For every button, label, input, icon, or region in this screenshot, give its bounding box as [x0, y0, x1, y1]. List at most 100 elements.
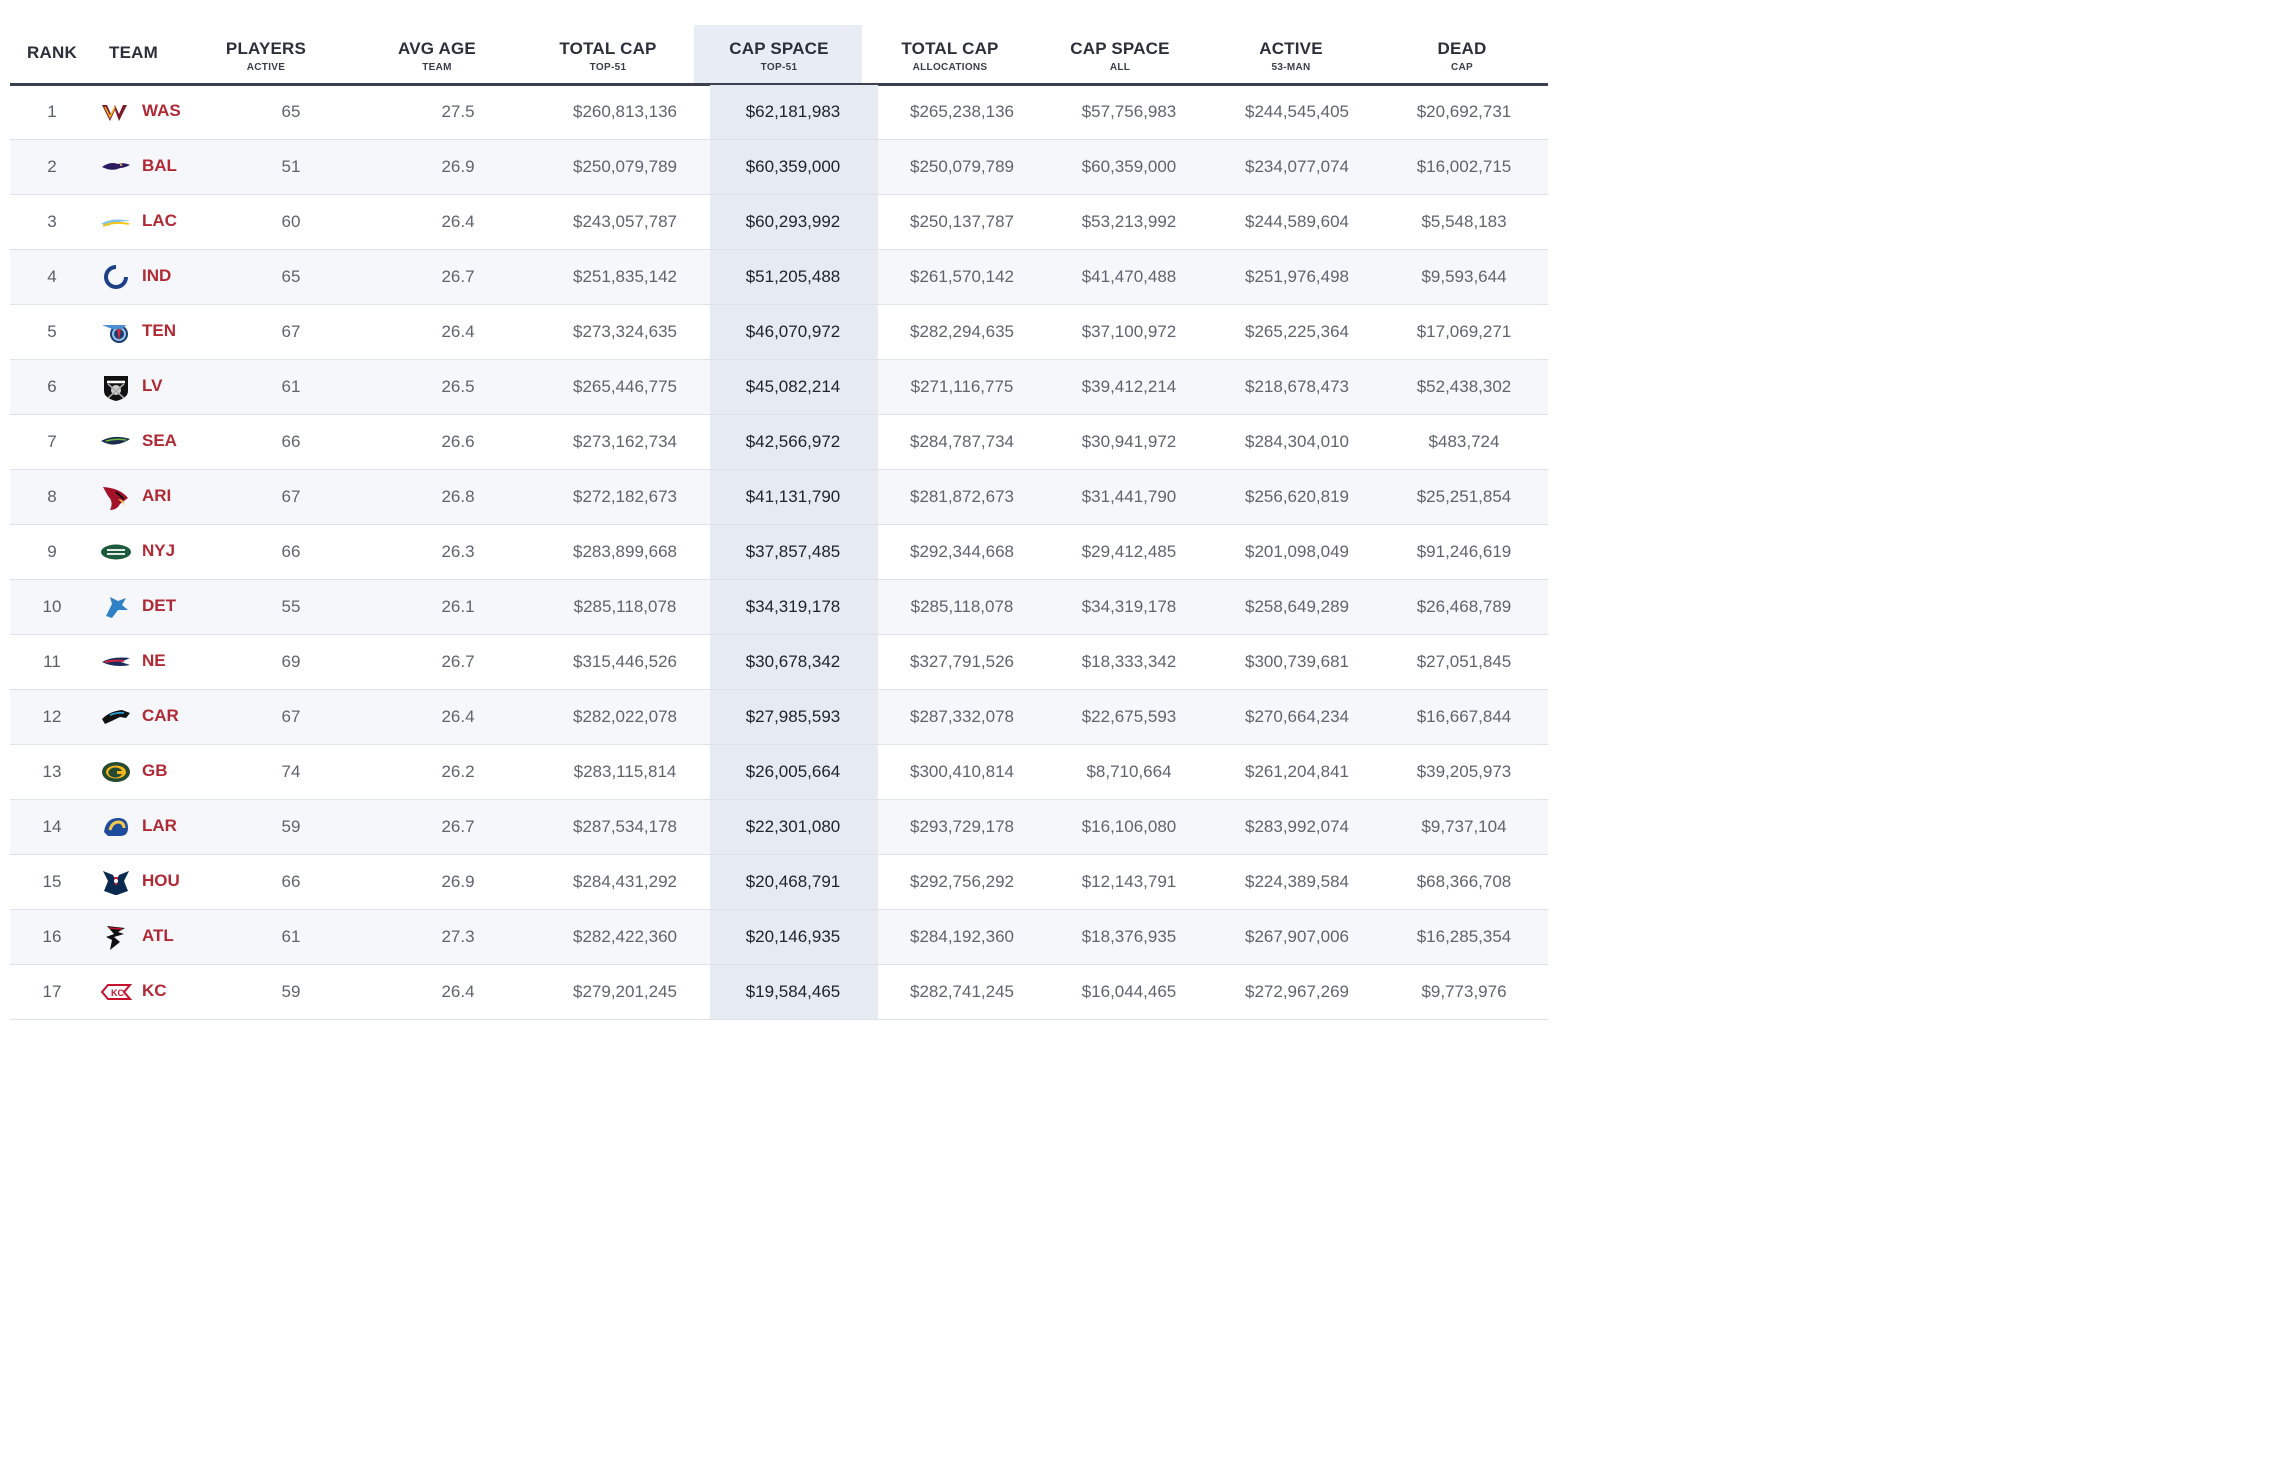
table-row[interactable]: 5 TEN 67 26.4 $273,324,635 $46,070,972 $… [10, 305, 1548, 360]
team-cell[interactable]: HOU [100, 855, 220, 909]
team-cell[interactable]: LAC [100, 195, 220, 249]
players-cell: 65 [281, 267, 301, 286]
team-abbr[interactable]: DET [142, 596, 176, 615]
team-cell[interactable]: KC KC [100, 965, 220, 1019]
players-cell: 66 [281, 872, 301, 891]
col-header-total-cap-allocations[interactable]: TOTAL CAP ALLOCATIONS [901, 39, 999, 73]
col-header-players[interactable]: PLAYERS ACTIVE [225, 39, 307, 73]
table-row[interactable]: 3 LAC 60 26.4 $243,057,787 $60,293,992 $… [10, 195, 1548, 250]
team-abbr[interactable]: ARI [142, 486, 172, 505]
team-cell[interactable]: LAR [100, 800, 220, 854]
team-cell[interactable]: IND [100, 250, 220, 304]
col-header-team[interactable]: TEAM [109, 43, 158, 62]
avg-age-cell: 26.1 [441, 597, 475, 616]
team-abbr[interactable]: CAR [142, 706, 179, 725]
active-cell: $270,664,234 [1245, 707, 1349, 726]
team-abbr[interactable]: NYJ [142, 541, 176, 560]
table-row[interactable]: 7 SEA 66 26.6 $273,162,734 $42,566,972 $… [10, 415, 1548, 470]
col-header-cap-space-all[interactable]: CAP SPACE ALL [1070, 39, 1170, 73]
total-cap-cell: $265,446,775 [573, 377, 677, 396]
team-abbr[interactable]: BAL [142, 156, 177, 175]
packers-logo-icon [102, 762, 130, 782]
table-row[interactable]: 2 BAL 51 26.9 $250,079,789 $60,359,000 $… [10, 140, 1548, 195]
dead-cap-cell: $27,051,845 [1416, 652, 1512, 671]
active-cell: $283,992,074 [1245, 817, 1349, 836]
col-header-active[interactable]: ACTIVE 53-MAN [1259, 39, 1323, 73]
team-cell[interactable]: NYJ [100, 525, 220, 579]
total-cap-cell: $283,115,814 [573, 762, 677, 781]
team-abbr[interactable]: TEN [142, 321, 176, 340]
team-abbr[interactable]: HOU [142, 871, 180, 890]
team-cell[interactable]: NE [100, 635, 220, 689]
active-cell: $256,620,819 [1245, 487, 1349, 506]
team-abbr[interactable]: LAC [142, 211, 177, 230]
total-cap-cell: $285,118,078 [573, 597, 677, 616]
table-row[interactable]: 1 WAS 65 27.5 $260,813,136 $62,181,983 $… [10, 85, 1548, 140]
cap-space-all-cell: $12,143,791 [1081, 872, 1177, 891]
players-cell: 51 [281, 157, 301, 176]
total-cap-cell: $315,446,526 [573, 652, 677, 671]
table-row[interactable]: 9 NYJ 66 26.3 $283,899,668 $37,857,485 $… [10, 525, 1548, 580]
team-abbr[interactable]: IND [142, 266, 172, 285]
team-cell[interactable]: CAR [100, 690, 220, 744]
team-cell[interactable]: TEN [100, 305, 220, 359]
team-cell[interactable]: WAS [100, 85, 220, 139]
table-row[interactable]: 16 ATL 61 27.3 $282,422,360 $20,146,935 … [10, 910, 1548, 965]
cap-space-all-cell: $8,710,664 [1086, 762, 1172, 781]
team-cell[interactable]: BAL [100, 140, 220, 194]
col-header-total-cap[interactable]: TOTAL CAP TOP-51 [559, 39, 657, 73]
avg-age-cell: 26.2 [441, 762, 475, 781]
table-row[interactable]: 14 LAR 59 26.7 $287,534,178 $22,301,080 … [10, 800, 1548, 855]
cap-space-cell: $26,005,664 [745, 762, 841, 781]
players-cell: 69 [281, 652, 301, 671]
active-cell: $224,389,584 [1245, 872, 1349, 891]
players-cell: 67 [281, 707, 301, 726]
cap-space-all-cell: $57,756,983 [1081, 102, 1177, 121]
team-abbr[interactable]: LAR [142, 816, 177, 835]
cap-space-cell-highlight [710, 360, 878, 414]
team-cell[interactable]: GB [100, 745, 220, 799]
team-abbr[interactable]: KC [142, 981, 167, 1000]
cap-space-all-cell: $30,941,972 [1081, 432, 1177, 451]
team-abbr[interactable]: GB [142, 761, 168, 780]
cap-space-all-cell: $16,044,465 [1081, 982, 1177, 1001]
table-row[interactable]: 6 LV 61 26.5 $265,446,775 $45,082,214 $2… [10, 360, 1548, 415]
cap-space-cell: $20,468,791 [745, 872, 841, 891]
cap-space-cell-highlight [710, 910, 878, 964]
col-header-dead-cap[interactable]: DEAD CAP [1437, 39, 1487, 73]
table-row[interactable]: 4 IND 65 26.7 $251,835,142 $51,205,488 $… [10, 250, 1548, 305]
team-cell[interactable]: ARI [100, 470, 220, 524]
table-row[interactable]: 13 GB 74 26.2 $283,115,814 $26,005,664 $… [10, 745, 1548, 800]
team-abbr[interactable]: NE [142, 651, 166, 670]
total-cap-cell: $273,324,635 [573, 322, 677, 341]
table-row[interactable]: 10 DET 55 26.1 $285,118,078 $34,319,178 … [10, 580, 1548, 635]
cap-space-cell-highlight [710, 965, 878, 1019]
table-row[interactable]: 11 NE 69 26.7 $315,446,526 $30,678,342 $… [10, 635, 1548, 690]
col-header-cap-space[interactable]: CAP SPACE TOP-51 [729, 39, 829, 73]
table-row[interactable]: 17 KC KC 59 26.4 $279,201,245 $19,584,46… [10, 965, 1548, 1020]
team-cell[interactable]: SEA [100, 415, 220, 469]
cap-space-cell: $27,985,593 [745, 707, 841, 726]
team-abbr[interactable]: WAS [142, 101, 181, 120]
team-cell[interactable]: ATL [100, 910, 220, 964]
active-cell: $284,304,010 [1245, 432, 1349, 451]
team-abbr[interactable]: ATL [142, 926, 174, 945]
team-abbr[interactable]: LV [142, 376, 163, 395]
active-cell: $218,678,473 [1245, 377, 1349, 396]
team-cell[interactable]: DET [100, 580, 220, 634]
total-cap-allocations-cell: $284,192,360 [910, 927, 1014, 946]
col-header-rank[interactable]: RANK [27, 43, 77, 62]
rank-cell: 5 [47, 322, 57, 341]
col-header-avg-age[interactable]: AVG AGE TEAM [398, 39, 476, 73]
cap-space-cell: $19,584,465 [745, 982, 841, 1001]
total-cap-cell: $251,835,142 [573, 267, 677, 286]
table-row[interactable]: 15 HOU 66 26.9 $284,431,292 $20,468,791 … [10, 855, 1548, 910]
table-row[interactable]: 8 ARI 67 26.8 $272,182,673 $41,131,790 $… [10, 470, 1548, 525]
team-abbr[interactable]: SEA [142, 431, 177, 450]
total-cap-allocations-cell: $292,756,292 [910, 872, 1014, 891]
team-cell[interactable]: LV [100, 360, 220, 414]
cap-space-cell-highlight [710, 250, 878, 304]
table-row[interactable]: 12 CAR 67 26.4 $282,022,078 $27,985,593 … [10, 690, 1548, 745]
texans-logo-icon [103, 871, 129, 895]
cap-space-cell-highlight [710, 690, 878, 744]
